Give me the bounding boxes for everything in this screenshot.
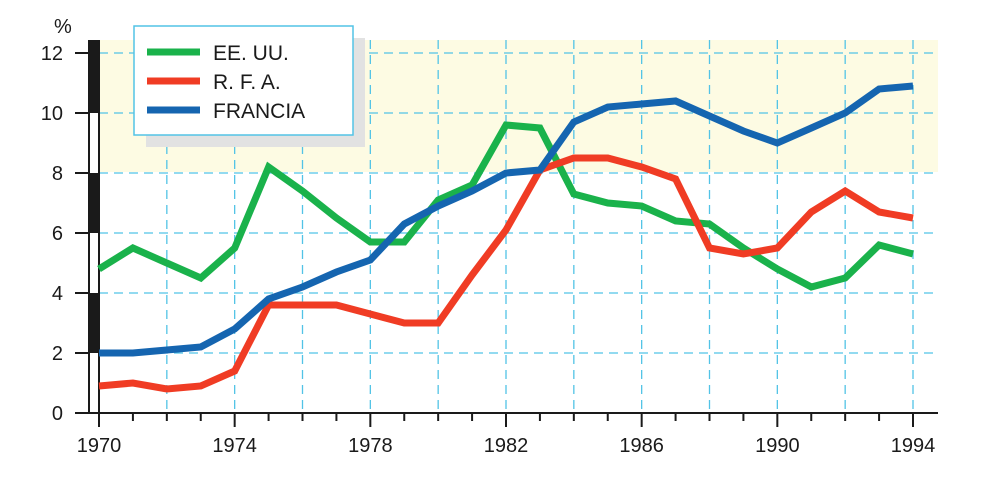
y-axis-band [89,53,99,113]
y-unit-label: % [54,16,72,38]
x-tick-label: 1974 [212,435,257,457]
x-tick-labels: 1970 1974 1978 1982 1986 1990 1994 [77,435,936,457]
legend-label-2: R. F. A. [213,71,281,94]
legend: EE. UU. R. F. A. FRANCIA [133,25,365,147]
y-axis-band [89,293,99,353]
y-axis-band-top [89,40,99,53]
y-tick-label: 4 [52,283,63,305]
series-line-3 [99,82,914,357]
y-tick-label: 6 [52,223,63,245]
x-tick-label: 1970 [77,435,122,457]
y-tick-label: 2 [52,343,63,365]
y-tick-label: 12 [41,43,63,65]
x-tick-label: 1982 [484,435,529,457]
legend-label-1: EE. UU. [213,42,289,65]
y-tick-label: 8 [52,163,63,185]
x-tick-label: 1990 [755,435,800,457]
y-axis-band [89,173,99,233]
y-tick-label: 10 [41,103,63,125]
legend-label-3: FRANCIA [213,100,305,123]
series-lines [97,82,914,393]
y-tick-label: 0 [52,403,63,425]
series-line-2 [98,154,914,393]
x-tick-label: 1978 [348,435,393,457]
series-line-1 [97,121,914,291]
x-tick-label: 1994 [891,435,936,457]
y-tick-labels: 0 2 4 6 8 10 12 [41,43,63,425]
x-tick-label: 1986 [619,435,664,457]
